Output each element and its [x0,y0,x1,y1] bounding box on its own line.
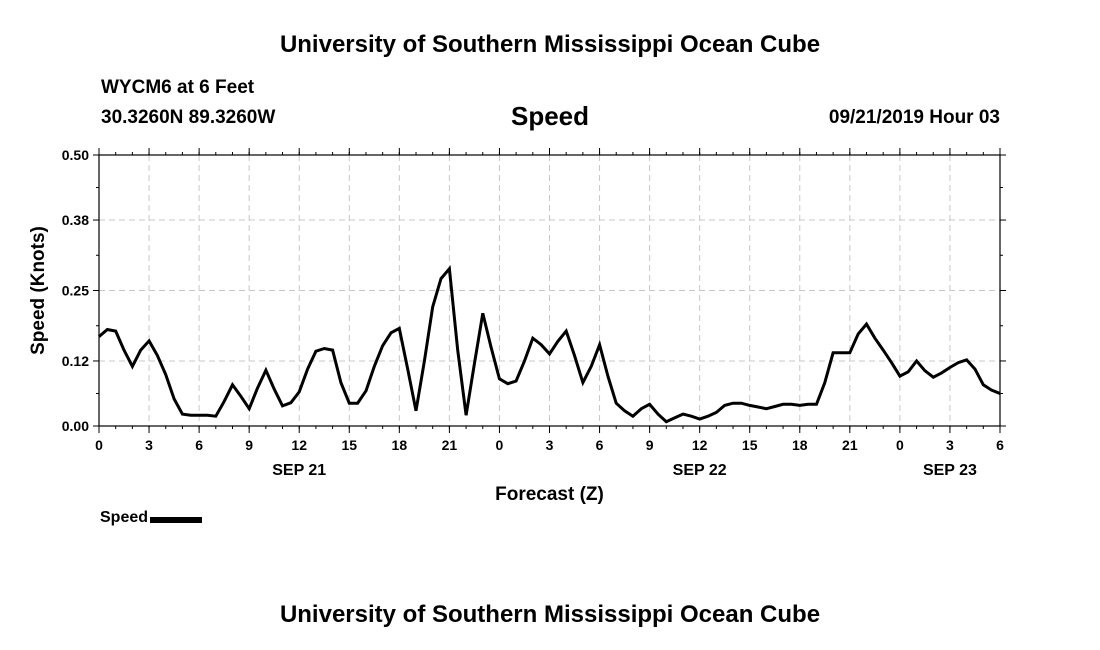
x-tick-label: 9 [646,437,654,453]
x-tick-label: 21 [842,437,858,453]
x-tick-label: 6 [996,437,1004,453]
x-tick-label: 12 [692,437,708,453]
x-axis-title: Forecast (Z) [495,484,604,505]
y-tick-label: 0.38 [62,212,89,228]
x-tick-label: 0 [496,437,504,453]
date-label: SEP 23 [923,462,977,479]
x-tick-label: 3 [145,437,153,453]
chart-title-top: University of Southern Mississippi Ocean… [279,31,821,58]
plot-frame [98,154,1001,427]
coordinates-label: 30.3260N 89.3260W [101,107,276,128]
x-tick-label: 0 [95,437,103,453]
x-tick-label: 9 [245,437,253,453]
speed-series-line [98,265,1001,424]
x-tick-label: 15 [742,437,758,453]
date-label: SEP 22 [673,462,727,479]
y-axis-title: Speed (Knots) [28,226,49,355]
date-label: SEP 21 [272,462,326,479]
x-tick-label: 15 [341,437,357,453]
y-tick-label: 0.12 [62,353,89,369]
x-tick-label: 3 [946,437,954,453]
y-tick-label: 0.25 [62,283,89,299]
x-tick-label: 3 [546,437,554,453]
legend-label: Speed [100,509,149,526]
legend-line-swatch [150,517,203,523]
y-tick-label: 0.50 [62,147,89,163]
x-tick-label: 12 [291,437,307,453]
x-tick-label: 0 [896,437,904,453]
x-tick-label: 6 [195,437,203,453]
x-tick-label: 21 [442,437,458,453]
x-tick-label: 6 [596,437,604,453]
y-tick-label: 0.00 [62,418,89,434]
datetime-label: 09/21/2019 Hour 03 [828,107,1000,128]
x-tick-label: 18 [392,437,408,453]
chart-title-bottom: University of Southern Mississippi Ocean… [279,601,821,628]
x-tick-label: 18 [792,437,808,453]
variable-title: Speed [510,101,590,131]
legend: Speed [100,509,203,527]
station-label: WYCM6 at 6 Feet [101,77,255,98]
